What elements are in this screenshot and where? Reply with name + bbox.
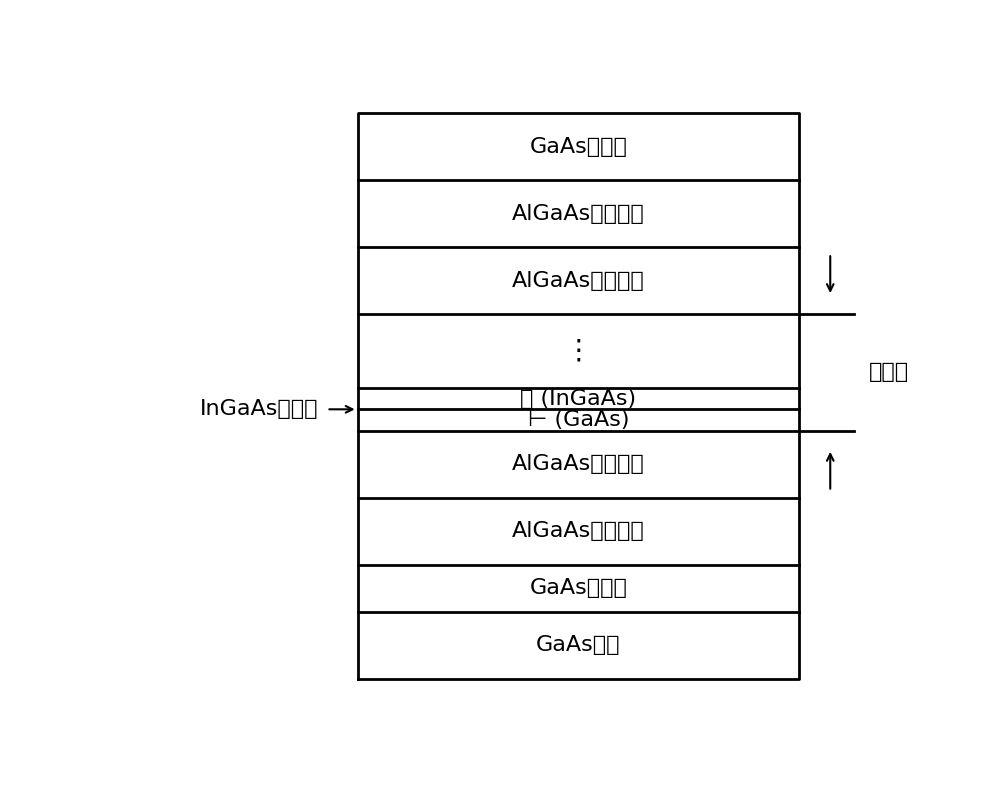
Text: GaAs缓冲层: GaAs缓冲层 [529,578,627,598]
Text: 有源层: 有源层 [869,363,909,382]
Text: GaAs衬底: GaAs衬底 [536,635,621,655]
Text: AlGaAs下波导层: AlGaAs下波导层 [512,454,645,474]
Text: 阱 (InGaAs): 阱 (InGaAs) [520,389,636,408]
Text: ⊢ (GaAs): ⊢ (GaAs) [528,410,629,430]
Text: AlGaAs上限制层: AlGaAs上限制层 [512,204,645,224]
Text: InGaAs插入层: InGaAs插入层 [200,399,319,419]
Text: AlGaAs上波导层: AlGaAs上波导层 [512,271,645,291]
Text: GaAs覆盖层: GaAs覆盖层 [529,137,627,156]
Text: AlGaAs下限制层: AlGaAs下限制层 [512,521,645,541]
Text: ⋮: ⋮ [564,337,592,365]
